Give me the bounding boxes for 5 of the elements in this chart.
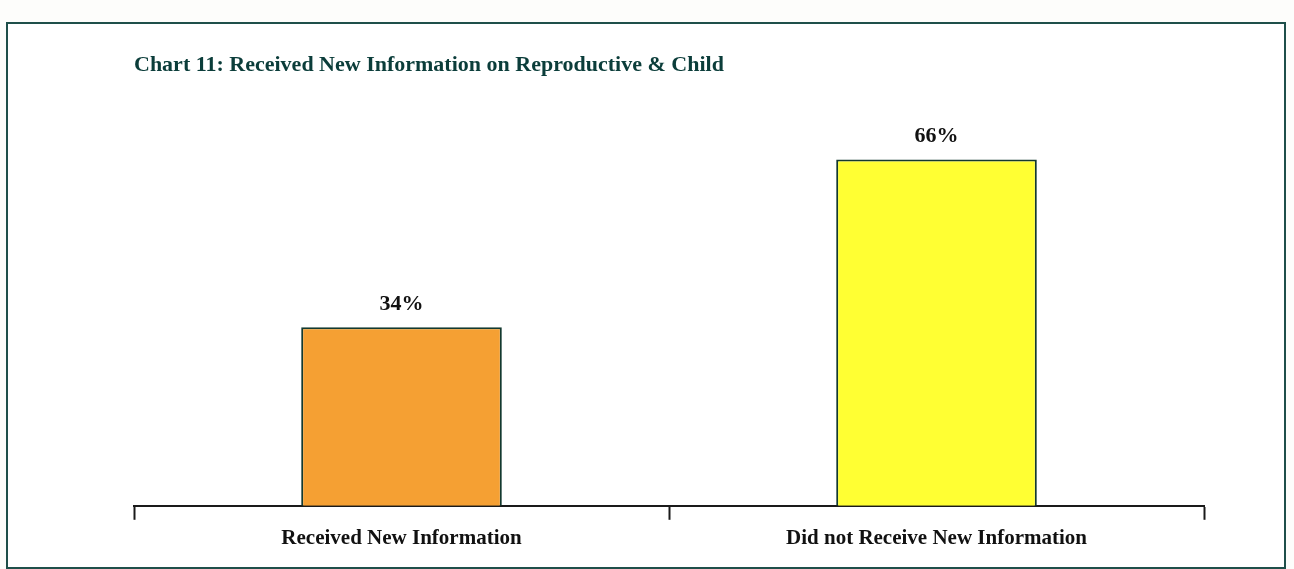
x-tick-label: Did not Receive New Information [786, 524, 1088, 549]
chart-title: Chart 11: Received New Information on Reproductive & Child [134, 50, 724, 76]
x-tick-label: Received New Information [281, 524, 522, 549]
data-label: 66% [914, 122, 959, 148]
data-label: 34% [379, 290, 424, 316]
